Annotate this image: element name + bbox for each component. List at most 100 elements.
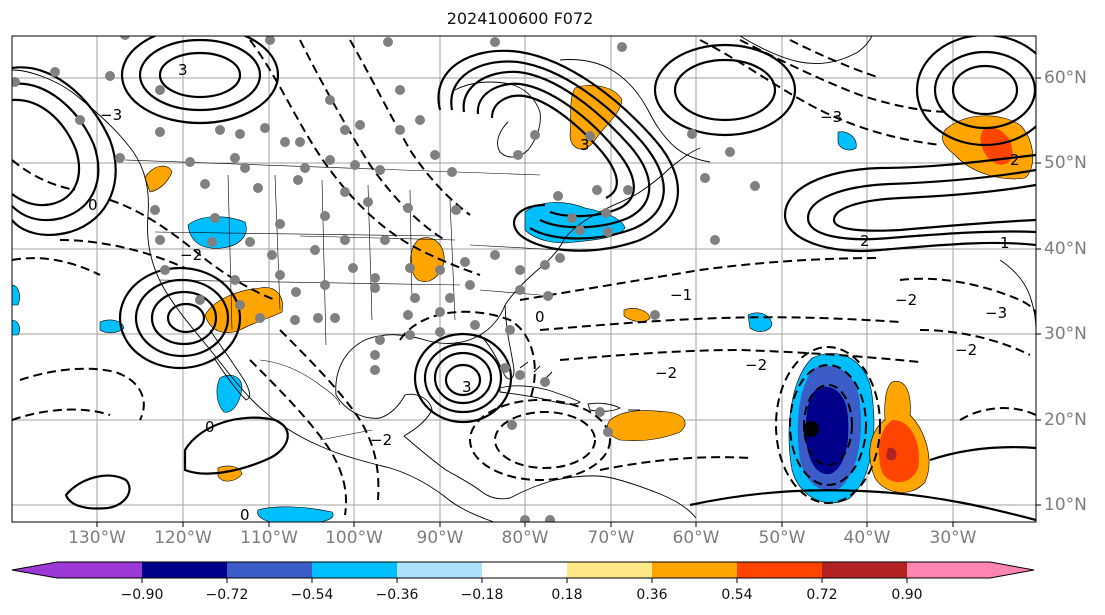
station-markers <box>12 36 760 522</box>
colorbar-tick-label: −0.18 <box>460 587 504 603</box>
lon-label: 100°W <box>325 528 383 548</box>
contour-pnw-high-3 <box>158 51 242 99</box>
contour-alaska-3 <box>12 98 81 207</box>
contour-ne-high-3 <box>951 64 1019 116</box>
colorbar-tick-label: 0.90 <box>891 587 923 603</box>
contour-label: 2 <box>860 232 870 250</box>
contour-label: −2 <box>955 341 977 359</box>
colorbar-tick-label: −0.54 <box>290 587 334 603</box>
anomaly-shading <box>12 85 1034 522</box>
contour-label: −2 <box>180 246 202 264</box>
coast-east <box>504 147 701 306</box>
contour-gulf-high-1 <box>413 332 513 424</box>
shade-skyblue-pacific <box>99 319 125 334</box>
storm-center-marker <box>803 421 819 437</box>
shade-orange-caribbean <box>607 410 686 442</box>
political-borders <box>124 159 561 441</box>
dcontour-rockies-2 <box>59 239 186 269</box>
contour-west-high-3 <box>150 290 218 346</box>
colorbar-tick-label: −0.90 <box>120 587 164 603</box>
contour-label: 0 <box>535 308 545 326</box>
lat-ticks <box>1036 77 1041 506</box>
dcontour-greenland-1 <box>699 39 941 146</box>
map-title: 2024100600 F072 <box>446 9 594 28</box>
lon-label: 40°W <box>843 528 891 548</box>
dcontour-plains-2 <box>299 39 446 241</box>
contour-label: −3 <box>820 108 842 126</box>
shade-skyblue-west-edge2 <box>12 319 20 336</box>
lon-label: 80°W <box>501 528 549 548</box>
shade-darkred-east-atlantic <box>886 447 897 461</box>
graticule <box>12 36 1036 522</box>
contour-label: −3 <box>100 106 122 124</box>
colorbar-segment <box>227 562 312 578</box>
contour-west-high-1 <box>118 266 242 370</box>
dcontour-pacific-2 <box>12 408 111 421</box>
lon-label: 130°W <box>68 528 126 548</box>
dcontour-greenland-2 <box>739 39 951 113</box>
negative-contours <box>12 39 1036 516</box>
contour-atl-high-2 <box>806 168 1036 241</box>
colorbar-tick-label: −0.72 <box>205 587 249 603</box>
coast-greenland <box>739 36 873 64</box>
coast-bahamas <box>519 361 553 379</box>
positive-contours <box>12 36 1036 522</box>
lat-label: 60°N <box>1044 68 1087 88</box>
contour-labrador-high-1 <box>653 43 797 137</box>
coast-africa <box>999 259 1036 331</box>
shade-red-northeast <box>980 127 1013 165</box>
colorbar-segment <box>482 562 567 578</box>
dcontour-gulf-ring <box>399 310 536 401</box>
lat-label: 50°N <box>1044 153 1087 173</box>
contour-atl-high-3 <box>832 183 1036 232</box>
contour-west-high-4 <box>166 302 206 334</box>
coast-baja <box>209 329 251 401</box>
coast-cuba <box>499 385 581 405</box>
colorbar-segment <box>567 562 652 578</box>
dcontour-far-east-low <box>959 407 1036 421</box>
contour-atl-high-1 <box>783 153 1036 252</box>
colorbar-tick-label: 0.54 <box>721 587 753 603</box>
contour-pacific-south-1 <box>183 416 289 475</box>
dcontour-caribbean-low-2 <box>494 411 596 469</box>
contour-pnw-high-1 <box>120 36 280 125</box>
shade-skyblue-greenland <box>837 131 857 151</box>
contour-value-labels: 3 3 3 2 2 1 0 0 0 0 −1 −2 −2 −2 −2 −2 −2… <box>88 61 1020 522</box>
contour-ridge-5 <box>490 94 618 199</box>
map-frame <box>11 35 1037 523</box>
contour-label: 3 <box>580 136 590 154</box>
lon-label: 70°W <box>587 528 635 548</box>
lat-label: 30°N <box>1044 324 1087 344</box>
coast-south-america <box>509 475 697 519</box>
contour-cape-verde <box>929 446 1036 462</box>
dcontour-west-low-2 <box>12 257 101 276</box>
colorbar-segment <box>907 562 990 578</box>
contour-pacific-south-2 <box>64 474 131 510</box>
shade-orange-pnw <box>144 165 173 193</box>
colorbar-tick-label: 0.36 <box>636 587 668 603</box>
contour-label: 3 <box>178 61 188 79</box>
dcontour-central-1 <box>279 329 380 501</box>
colorbar-segment <box>312 562 397 578</box>
lon-ticks <box>96 522 954 527</box>
contour-label: 3 <box>462 378 472 396</box>
lat-label: 20°N <box>1044 410 1087 430</box>
colorbar-extend-high <box>990 562 1034 578</box>
contour-label: 0 <box>205 418 215 436</box>
shade-skyblue-west-edge <box>12 284 20 306</box>
dcontour-plains-1 <box>249 39 481 276</box>
coast-yucatan <box>335 393 433 437</box>
dcontour-greenland-3 <box>789 39 881 79</box>
dcontour-atl-east-2 <box>919 329 1031 356</box>
contour-label: −3 <box>985 304 1007 322</box>
colorbar-tick-label: 0.18 <box>551 587 583 603</box>
colorbar-extend-low <box>12 562 57 578</box>
contour-label: −2 <box>370 431 392 449</box>
colorbar-segment <box>652 562 737 578</box>
dcontour-west-low-1 <box>12 159 76 191</box>
contour-label: −1 <box>670 286 692 304</box>
lon-label: 60°W <box>672 528 720 548</box>
lon-label: 50°W <box>758 528 806 548</box>
colorbar-segment <box>142 562 227 578</box>
contour-gulf-high-2 <box>423 342 503 414</box>
